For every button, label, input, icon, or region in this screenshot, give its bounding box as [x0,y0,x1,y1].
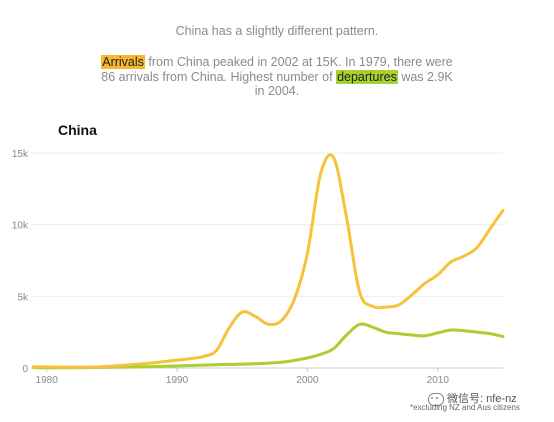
wechat-icon [428,392,444,406]
departures-series-line [32,322,505,370]
description-text-1: from China peaked in 2002 at 15K. In 197… [101,55,453,84]
departures-highlight: departures [336,69,398,84]
chart-headline: China has a slightly different pattern. [175,24,379,38]
y-tick-label: 0 [22,364,28,375]
x-tick-label: 1980 [36,375,59,386]
x-tick-label: 1990 [166,375,189,386]
description-text-2: was 2.9K in 2004. [254,69,453,99]
arrivals-highlight: Arrivals [101,55,145,69]
watermark-text: 微信号: nfe-nz [447,393,517,405]
y-tick-label: 10k [12,221,29,232]
y-tick-label: 15k [12,149,29,160]
chart-title: China [58,122,97,138]
footnote: *excluding NZ and Aus citizens [410,403,520,412]
watermark: 微信号: nfe-nz [428,390,517,406]
arrivals-series-line [32,153,505,369]
x-tick-label: 2010 [427,375,450,386]
x-tick-label: 2000 [296,375,319,386]
y-tick-label: 5k [17,292,29,303]
chart-description: Arrivals from China peaked in 2002 at 15… [95,55,459,99]
